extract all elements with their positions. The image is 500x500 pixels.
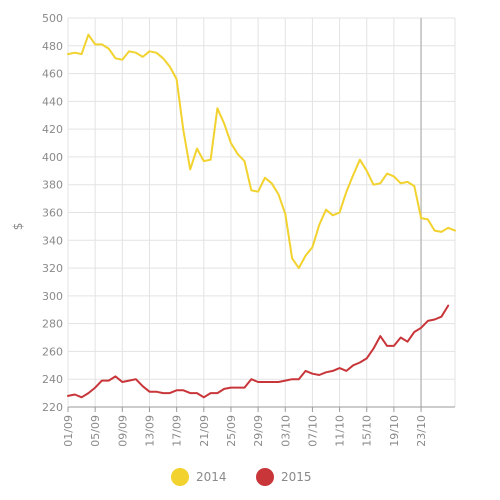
y-tick-label: 300 [42, 290, 63, 303]
y-tick-label: 420 [42, 123, 63, 136]
legend-label: 2015 [281, 470, 312, 484]
y-tick-label: 220 [42, 401, 63, 414]
legend: 2014 2015 [171, 468, 312, 486]
y-tick-label: 340 [42, 234, 63, 247]
y-tick-label: 240 [42, 373, 63, 386]
y-axis-label: $ [11, 223, 25, 231]
x-tick-label: 15/10 [361, 415, 374, 447]
legend-swatch-2015 [256, 468, 274, 486]
x-tick-label: 09/09 [116, 415, 129, 447]
x-tick-label: 13/09 [143, 415, 156, 447]
y-tick-label: 400 [42, 151, 63, 164]
x-tick-label: 01/09 [62, 415, 75, 447]
x-tick-label: 19/10 [388, 415, 401, 447]
y-tick-label: 500 [42, 12, 63, 25]
x-tick-label: 07/10 [306, 415, 319, 447]
y-tick-label: 320 [42, 262, 63, 275]
y-tick-label: 260 [42, 345, 63, 358]
y-tick-label: 460 [42, 68, 63, 81]
legend-swatch-2014 [171, 468, 189, 486]
y-tick-label: 440 [42, 95, 63, 108]
grid [67, 17, 456, 408]
y-tick-label: 480 [42, 40, 63, 53]
series-line-2015 [67, 304, 450, 399]
y-tick-label: 280 [42, 318, 63, 331]
x-tick-label: 03/10 [279, 415, 292, 447]
series-lines [67, 33, 456, 399]
x-tick-label: 17/09 [171, 415, 184, 447]
axes: 220 240 260 280 300 320 340 360 380 400 420 440 460 4… [42, 12, 455, 447]
legend-label: 2014 [196, 470, 227, 484]
y-tick-label: 360 [42, 207, 63, 220]
x-tick-label: 11/10 [334, 415, 347, 447]
x-tick-label: 29/09 [252, 415, 265, 447]
x-tick-label: 23/10 [415, 415, 428, 447]
x-tick-label: 21/09 [198, 415, 211, 447]
x-tick-label: 25/09 [225, 415, 238, 447]
x-tick-label: 05/09 [89, 415, 102, 447]
series-line-2014 [67, 33, 456, 270]
y-tick-label: 380 [42, 179, 63, 192]
